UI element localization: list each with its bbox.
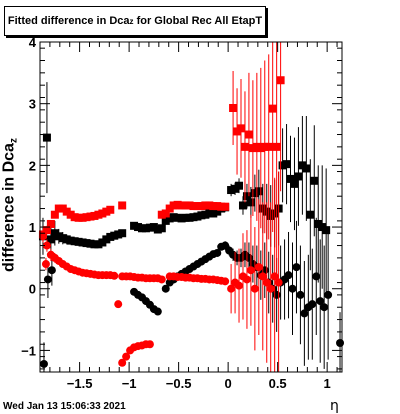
data-point-square — [282, 160, 291, 169]
data-point-square — [238, 201, 247, 210]
x-tick-label: 0.5 — [269, 376, 287, 391]
data-point-circle — [157, 275, 166, 284]
data-point-circle — [312, 272, 321, 281]
data-point-circle — [242, 275, 251, 284]
data-point-circle — [42, 241, 51, 250]
data-point-square — [254, 187, 263, 196]
data-point-circle — [296, 290, 305, 299]
data-marks — [38, 42, 345, 372]
data-point-circle — [272, 290, 281, 299]
x-axis-label: η — [330, 398, 339, 414]
plot-frame — [39, 41, 343, 373]
data-point-circle — [336, 339, 345, 348]
data-point-circle — [300, 309, 309, 318]
data-point-circle — [246, 266, 255, 275]
data-point-square — [106, 205, 115, 214]
data-point-square — [237, 124, 246, 133]
chart-title: Fitted difference in Dca z for Global Rec… — [4, 6, 266, 36]
data-point-circle — [262, 278, 271, 287]
data-point-circle — [266, 284, 275, 293]
data-point-circle — [308, 300, 317, 309]
data-point-circle — [39, 359, 48, 368]
data-point-circle — [122, 352, 131, 361]
data-point-circle — [254, 263, 263, 272]
data-point-square — [264, 142, 273, 151]
x-tick-label: 1 — [324, 376, 331, 391]
data-point-square — [306, 210, 315, 219]
data-point-square — [290, 179, 299, 188]
data-point-circle — [153, 307, 162, 316]
title-rest: for Global Rec All EtapT — [133, 15, 263, 27]
y-tick-label: 4 — [29, 35, 37, 50]
data-point-circle — [258, 272, 267, 281]
data-point-square — [42, 133, 51, 142]
data-point-circle — [41, 260, 50, 269]
data-point-circle — [320, 303, 329, 312]
x-tick-label: −1 — [122, 376, 137, 391]
x-tick-label: −1.5 — [67, 376, 93, 391]
title-subscript: z — [129, 16, 134, 26]
y-tick-label: 0 — [29, 282, 36, 297]
data-point-square — [46, 219, 55, 228]
data-point-square — [118, 201, 127, 210]
y-tick-label: 3 — [29, 97, 36, 112]
data-point-circle — [270, 272, 279, 281]
data-point-circle — [118, 358, 127, 367]
axes: −1.5 −1 −0.5 0 0.5 1 −1 0 1 2 3 4 — [21, 35, 342, 391]
data-point-circle — [38, 232, 47, 241]
data-point-square — [294, 172, 303, 181]
data-point-square — [161, 209, 170, 218]
data-point-square — [229, 104, 238, 112]
data-point-circle — [324, 290, 333, 299]
data-point-square — [221, 202, 230, 211]
data-point-circle — [288, 284, 297, 293]
data-point-circle — [114, 300, 123, 309]
data-point-circle — [250, 284, 259, 293]
ylabel-main: difference in Dca — [0, 143, 18, 272]
data-point-square — [42, 226, 51, 235]
data-point-square — [268, 104, 277, 113]
data-point-square — [118, 229, 127, 238]
data-point-square — [302, 164, 311, 173]
y-tick-label: −1 — [21, 343, 36, 358]
data-point-circle — [161, 284, 170, 293]
series-0 — [38, 82, 331, 292]
series-3 — [38, 171, 283, 372]
data-point-square — [157, 224, 166, 233]
data-point-circle — [145, 340, 154, 349]
data-point-circle — [43, 275, 52, 284]
data-point-circle — [235, 281, 244, 290]
data-point-square — [244, 130, 253, 139]
data-point-square — [276, 76, 285, 85]
data-point-circle — [110, 271, 119, 280]
y-axis-label: difference in Dcaz — [1, 138, 20, 272]
ylabel-subscript: z — [8, 138, 20, 144]
data-point-circle — [227, 284, 236, 293]
data-point-square — [240, 142, 249, 151]
data-point-square — [310, 176, 319, 185]
data-point-circle — [274, 278, 283, 287]
series-2 — [38, 42, 285, 283]
data-point-square — [246, 198, 255, 207]
data-point-square — [46, 235, 55, 244]
data-point-square — [286, 174, 295, 183]
data-point-circle — [292, 263, 301, 272]
data-point-circle — [47, 266, 56, 275]
data-point-square — [272, 142, 281, 151]
timestamp: Wed Jan 13 15:06:33 2021 — [3, 401, 126, 412]
data-point-circle — [284, 271, 293, 280]
data-point-square — [50, 210, 59, 219]
title-main: Fitted difference in Dca — [7, 15, 130, 27]
data-point-circle — [213, 248, 222, 257]
y-tick-label: 1 — [29, 220, 36, 235]
data-point-circle — [316, 297, 325, 306]
data-point-square — [242, 192, 251, 201]
data-point-square — [235, 181, 244, 190]
x-tick-label: 0 — [225, 376, 232, 391]
y-tick-label: 2 — [29, 158, 36, 173]
data-point-circle — [221, 277, 230, 286]
x-tick-label: −0.5 — [166, 376, 192, 391]
data-point-square — [322, 226, 331, 235]
